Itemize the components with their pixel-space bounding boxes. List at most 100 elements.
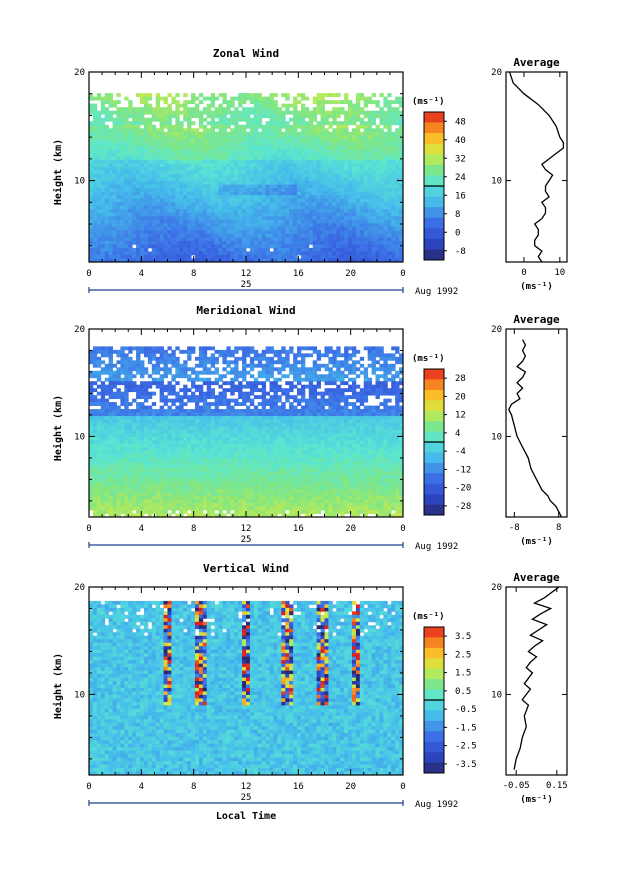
heatmap-cell <box>309 248 313 252</box>
heatmap-cell <box>124 430 128 434</box>
heatmap-cell <box>297 167 301 171</box>
heatmap-cell <box>313 188 317 192</box>
heatmap-cell <box>171 468 175 472</box>
heatmap-cell <box>325 241 329 245</box>
heatmap-cell <box>128 454 132 458</box>
heatmap-cell <box>105 433 109 437</box>
heatmap-cell <box>93 234 97 238</box>
heatmap-cell <box>376 234 380 238</box>
heatmap-cell <box>191 409 195 413</box>
heatmap-cell <box>285 156 289 160</box>
heatmap-cell <box>364 135 368 139</box>
heatmap-cell <box>387 230 391 234</box>
heatmap-cell <box>281 223 285 227</box>
heatmap-cell <box>238 125 242 129</box>
heatmap-cell <box>105 493 109 497</box>
x-tick-label: 0 <box>400 269 405 279</box>
heatmap-cell <box>273 220 277 224</box>
heatmap-cell <box>360 255 364 259</box>
heatmap-cell <box>234 241 238 245</box>
heatmap-cell <box>191 395 195 399</box>
heatmap-cell <box>321 178 325 182</box>
heatmap-cell <box>152 185 156 189</box>
heatmap-cell <box>368 195 372 199</box>
heatmap-cell <box>262 192 266 196</box>
heatmap-cell <box>128 167 132 171</box>
heatmap-cell <box>183 153 187 157</box>
heatmap-cell <box>250 121 254 125</box>
heatmap-cell <box>348 146 352 150</box>
heatmap-cell <box>140 97 144 101</box>
heatmap-cell <box>293 132 297 136</box>
heatmap-cell <box>262 202 266 206</box>
heatmap-cell <box>128 440 132 444</box>
heatmap-cell <box>301 135 305 139</box>
heatmap-cell <box>136 121 140 125</box>
heatmap-cell <box>132 374 136 378</box>
heatmap-cell <box>113 223 117 227</box>
heatmap-cell <box>254 149 258 153</box>
heatmap-cell <box>105 156 109 160</box>
heatmap-cell <box>321 146 325 150</box>
heatmap-cell <box>124 185 128 189</box>
heatmap-cell <box>250 255 254 259</box>
heatmap-cell <box>273 181 277 185</box>
heatmap-cell <box>168 406 172 410</box>
heatmap-cell <box>152 479 156 483</box>
colorbar-tick-label: -8 <box>455 247 466 257</box>
heatmap-cell <box>89 416 93 420</box>
heatmap-cell <box>136 114 140 118</box>
heatmap-cell <box>179 402 183 406</box>
heatmap-cell <box>364 199 368 203</box>
heatmap-cell <box>128 475 132 479</box>
heatmap-cell <box>136 255 140 259</box>
heatmap-cell <box>379 114 383 118</box>
heatmap-cell <box>160 507 164 511</box>
heatmap-cell <box>352 107 356 111</box>
heatmap-cell <box>132 437 136 441</box>
heatmap-cell <box>383 111 387 115</box>
heatmap-cell <box>116 114 120 118</box>
heatmap-cell <box>128 230 132 234</box>
heatmap-cell <box>234 178 238 182</box>
heatmap-cell <box>340 100 344 104</box>
heatmap-cell <box>101 433 105 437</box>
heatmap-cell <box>238 185 242 189</box>
heatmap-cell <box>199 255 203 259</box>
heatmap-cell <box>152 433 156 437</box>
heatmap-cell <box>168 202 172 206</box>
heatmap-cell <box>136 461 140 465</box>
heatmap-cell <box>383 202 387 206</box>
heatmap-cell <box>93 223 97 227</box>
heatmap-cell <box>262 107 266 111</box>
heatmap-cell <box>222 248 226 252</box>
heatmap-cell <box>89 227 93 231</box>
heatmap-cell <box>113 121 117 125</box>
heatmap-cell <box>379 195 383 199</box>
heatmap-cell <box>171 139 175 143</box>
heatmap-cell <box>105 234 109 238</box>
heatmap-cell <box>364 244 368 248</box>
heatmap-cell <box>175 496 179 500</box>
heatmap-cell <box>270 202 274 206</box>
heatmap-cell <box>164 465 168 469</box>
heatmap-cell <box>120 353 124 357</box>
heatmap-cell <box>105 237 109 241</box>
heatmap-cell <box>140 93 144 97</box>
heatmap-cell <box>156 227 160 231</box>
heatmap-cell <box>164 399 168 403</box>
heatmap-cell <box>250 125 254 129</box>
heatmap-cell <box>301 167 305 171</box>
heatmap-cell <box>360 139 364 143</box>
heatmap-cell <box>120 360 124 364</box>
heatmap-cell <box>383 255 387 259</box>
heatmap-cell <box>93 118 97 122</box>
heatmap-cell <box>164 388 168 392</box>
heatmap-cell <box>379 213 383 217</box>
heatmap-cell <box>387 107 391 111</box>
heatmap-cell <box>348 230 352 234</box>
heatmap-cell <box>187 206 191 210</box>
heatmap-cell <box>215 181 219 185</box>
heatmap-cell <box>246 241 250 245</box>
heatmap-cell <box>171 216 175 220</box>
